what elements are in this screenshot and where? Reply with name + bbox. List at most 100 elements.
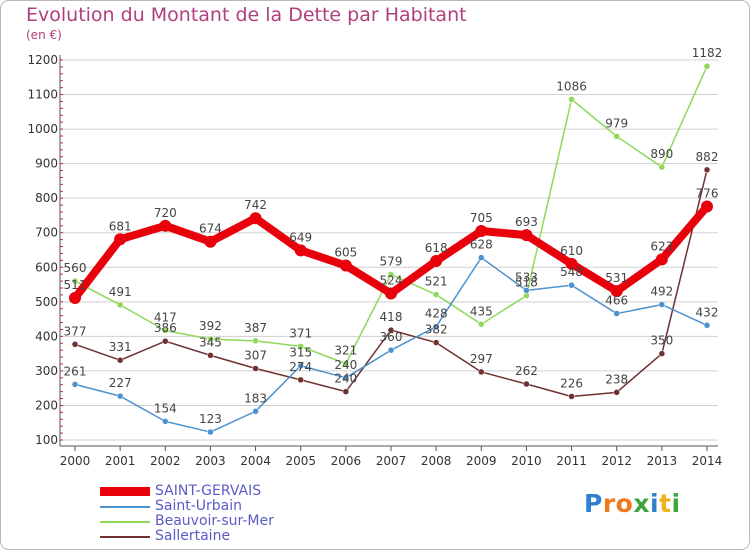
data-point bbox=[387, 271, 395, 278]
data-label: 491 bbox=[109, 285, 132, 299]
data-point bbox=[703, 62, 711, 70]
logo-letter: o bbox=[615, 489, 634, 518]
legend-swatch bbox=[100, 506, 150, 508]
x-tick-label: 2004 bbox=[240, 454, 271, 468]
data-point bbox=[71, 341, 79, 348]
data-point bbox=[159, 219, 172, 232]
data-label: 466 bbox=[605, 294, 628, 308]
data-point bbox=[658, 163, 666, 171]
y-tick-label: 900 bbox=[35, 157, 58, 171]
x-tick-label: 2014 bbox=[692, 454, 723, 468]
x-tick-label: 2000 bbox=[60, 454, 91, 468]
data-point bbox=[116, 392, 124, 400]
data-point bbox=[342, 388, 350, 395]
data-point bbox=[703, 322, 711, 329]
x-tick-label: 2005 bbox=[285, 454, 316, 468]
data-point bbox=[252, 337, 259, 345]
data-label: 360 bbox=[380, 330, 403, 344]
y-tick-label: 600 bbox=[35, 260, 58, 274]
data-label: 350 bbox=[650, 334, 673, 348]
data-point bbox=[342, 374, 350, 382]
data-label: 524 bbox=[380, 274, 403, 288]
x-tick-label: 2007 bbox=[376, 454, 407, 468]
data-point bbox=[568, 281, 575, 289]
data-label: 548 bbox=[560, 265, 583, 279]
data-label: 154 bbox=[154, 401, 177, 415]
y-tick-label: 1000 bbox=[27, 122, 58, 136]
data-point bbox=[162, 418, 169, 425]
data-label: 618 bbox=[425, 241, 448, 255]
data-label: 307 bbox=[244, 348, 267, 362]
chart-title: Evolution du Montant de la Dette par Hab… bbox=[26, 4, 467, 26]
data-label: 238 bbox=[605, 372, 628, 386]
data-label: 511 bbox=[64, 278, 87, 292]
y-tick-label: 300 bbox=[35, 364, 58, 378]
data-point bbox=[297, 343, 304, 350]
data-label: 123 bbox=[199, 412, 222, 426]
data-point bbox=[252, 365, 259, 372]
y-tick-label: 1200 bbox=[27, 53, 58, 67]
data-point bbox=[478, 321, 485, 328]
data-point bbox=[339, 259, 352, 272]
x-tick-label: 2003 bbox=[195, 454, 226, 468]
data-label: 674 bbox=[199, 222, 222, 236]
data-point bbox=[520, 229, 533, 242]
data-point bbox=[71, 277, 79, 285]
logo-letter: r bbox=[602, 489, 616, 518]
data-point bbox=[565, 257, 578, 270]
x-tick-label: 2011 bbox=[556, 454, 587, 468]
data-label: 321 bbox=[334, 344, 357, 358]
data-label: 417 bbox=[154, 310, 177, 324]
data-label: 428 bbox=[425, 307, 448, 321]
x-tick-label: 2013 bbox=[647, 454, 678, 468]
logo-letter: x bbox=[633, 489, 650, 518]
legend-swatch bbox=[100, 521, 150, 523]
data-label: 742 bbox=[244, 198, 267, 212]
data-point bbox=[432, 339, 440, 346]
x-tick-label: 2002 bbox=[150, 454, 181, 468]
proxiti-logo: Proxiti bbox=[584, 489, 681, 518]
data-label: 387 bbox=[244, 321, 267, 335]
data-label: 979 bbox=[605, 116, 628, 130]
data-label: 261 bbox=[64, 364, 87, 378]
data-label: 315 bbox=[289, 346, 312, 360]
data-label: 274 bbox=[289, 360, 312, 374]
logo-letter: i bbox=[650, 489, 660, 518]
data-point bbox=[701, 200, 713, 213]
data-point bbox=[658, 350, 666, 357]
data-point bbox=[523, 380, 530, 388]
data-label: 518 bbox=[515, 276, 538, 290]
data-point bbox=[249, 212, 262, 225]
legend-label: SAINT-GERVAIS bbox=[155, 483, 262, 499]
data-point bbox=[387, 346, 395, 354]
data-label: 240 bbox=[334, 358, 357, 372]
data-point bbox=[703, 166, 711, 174]
data-point bbox=[475, 225, 488, 237]
logo-letter: t bbox=[659, 489, 672, 518]
data-label: 386 bbox=[154, 321, 177, 335]
logo-letter: i bbox=[671, 489, 681, 518]
data-label: 418 bbox=[380, 310, 403, 324]
y-tick-label: 700 bbox=[35, 226, 58, 240]
data-label: 623 bbox=[650, 239, 673, 253]
y-tick-label: 200 bbox=[35, 398, 58, 412]
data-point bbox=[116, 356, 124, 364]
data-point bbox=[207, 352, 214, 359]
data-point bbox=[162, 327, 169, 334]
data-point bbox=[568, 393, 575, 400]
data-point bbox=[116, 301, 124, 309]
data-label: 262 bbox=[515, 364, 538, 378]
data-label: 331 bbox=[109, 340, 132, 354]
data-point bbox=[342, 360, 350, 367]
legend-label: Sallertaine bbox=[155, 528, 231, 544]
data-point bbox=[162, 337, 169, 345]
data-point bbox=[252, 408, 259, 415]
data-point bbox=[655, 253, 668, 266]
x-tick-label: 2009 bbox=[466, 454, 497, 468]
data-label: 890 bbox=[650, 147, 673, 161]
data-point bbox=[207, 428, 214, 436]
data-label: 610 bbox=[560, 244, 583, 258]
x-tick-label: 2001 bbox=[105, 454, 136, 468]
data-label: 240 bbox=[334, 372, 357, 386]
